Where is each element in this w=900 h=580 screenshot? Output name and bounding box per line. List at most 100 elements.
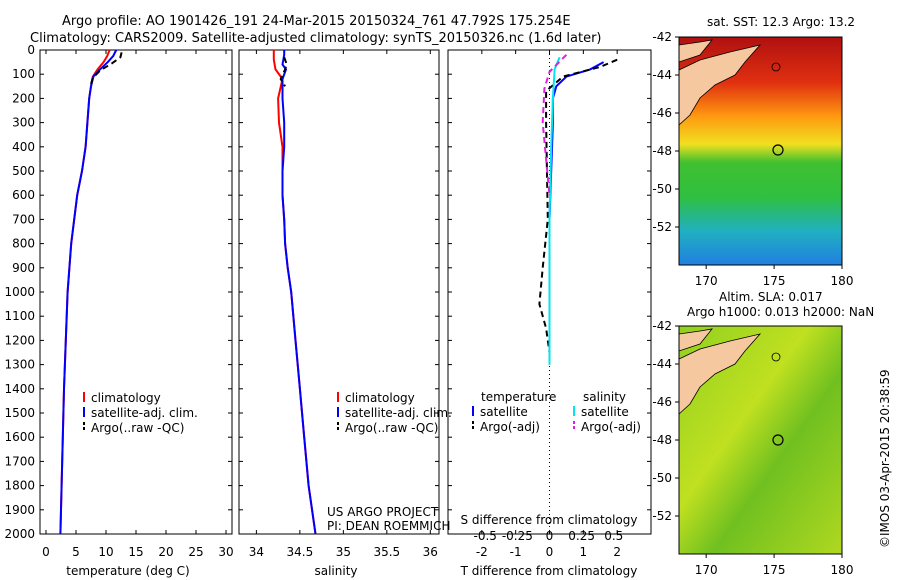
argo-position-marker — [772, 144, 784, 156]
x-tick-label: 35 — [336, 545, 351, 559]
y-tick-label: 800 — [12, 237, 35, 251]
x-tick-label: 34.5 — [287, 545, 314, 559]
map-y-tick-label: -46 — [652, 395, 672, 409]
s-tick-label: -0.5 — [474, 529, 497, 543]
series-argo-adj-line — [538, 58, 618, 353]
temperature-panel: 0100200300400500600700800900100011001200… — [4, 43, 233, 578]
map-x-tick-label: 170 — [695, 274, 718, 288]
series-satelliteline — [548, 56, 561, 365]
y-tick-label: 1700 — [4, 454, 35, 468]
y-tick-label: 1400 — [4, 382, 35, 396]
sst-map: sat. SST: 12.3 Argo: 13.2 170 175 180 -42 -4… — [652, 15, 855, 288]
legend-s-satellite: satellite — [581, 405, 629, 419]
s-tick-label: 0.5 — [604, 529, 623, 543]
y-tick-label: 700 — [12, 212, 35, 226]
sla-subtitle: Argo h1000: 0.013 h2000: NaN — [687, 305, 874, 319]
s-tick-label: 0.25 — [568, 529, 595, 543]
nz-landmass — [678, 44, 762, 126]
map-x-tick-label: 175 — [763, 274, 786, 288]
series-satellite-adj-clim-line — [281, 50, 317, 534]
map-x-tick-label: 175 — [763, 563, 786, 577]
nz-landmass — [678, 333, 762, 415]
legend-salinity-title: salinity — [583, 390, 626, 404]
map-y-tick-label: -52 — [652, 509, 672, 523]
map-y-tick-label: -48 — [652, 433, 672, 447]
legend-climatology: climatology — [345, 391, 415, 405]
temperature-legend: climatology satellite-adj. clim. Argo(..… — [83, 391, 198, 435]
y-tick-label: 1100 — [4, 309, 35, 323]
legend-argo: Argo(..raw -QC) — [91, 421, 184, 435]
y-tick-label: 1200 — [4, 333, 35, 347]
legend-t-argo: Argo(-adj) — [480, 420, 540, 434]
sla-title: Altim. SLA: 0.017 — [719, 290, 823, 304]
map-y-tick-label: -50 — [652, 182, 672, 196]
legend-satellite: satellite-adj. clim. — [345, 406, 452, 420]
y-tick-label: 400 — [12, 140, 35, 154]
map-y-tick-label: -44 — [652, 357, 672, 371]
sst-title: sat. SST: 12.3 Argo: 13.2 — [707, 15, 855, 29]
island-marker — [771, 62, 781, 72]
map-y-tick-label: -46 — [652, 106, 672, 120]
y-tick-label: 500 — [12, 164, 35, 178]
map-y-tick-label: -50 — [652, 471, 672, 485]
header-line1: Argo profile: AO 1901426_191 24-Mar-2015… — [62, 14, 571, 29]
legend-t-satellite: satellite — [480, 405, 528, 419]
series-satelliteline — [548, 61, 605, 365]
x-tick-label: 20 — [158, 545, 173, 559]
x-tick-label: 2 — [613, 545, 621, 559]
y-tick-label: 1800 — [4, 479, 35, 493]
y-tick-label: 300 — [12, 116, 35, 130]
difference-legend: temperature salinity satellite Argo(-adj… — [472, 390, 641, 434]
salinity-xlabel: salinity — [314, 564, 357, 578]
x-tick-label: 5 — [72, 545, 80, 559]
x-tick-label: 36 — [423, 545, 438, 559]
y-tick-label: 900 — [12, 261, 35, 275]
x-tick-label: 1 — [580, 545, 588, 559]
x-tick-label: -1 — [510, 545, 522, 559]
legend-s-argo: Argo(-adj) — [581, 420, 641, 434]
temperature-xlabel: temperature (deg C) — [66, 564, 189, 578]
s-difference-label: S difference from climatology — [461, 513, 638, 527]
imos-stamp: ©IMOS 03-Apr-2015 20:38:59 — [878, 369, 892, 548]
legend-climatology: climatology — [91, 391, 161, 405]
x-tick-label: 35.5 — [373, 545, 400, 559]
argo-position-marker — [772, 434, 784, 446]
y-tick-label: 1000 — [4, 285, 35, 299]
y-tick-label: 1500 — [4, 406, 35, 420]
y-tick-label: 100 — [12, 67, 35, 81]
y-tick-label: 1900 — [4, 503, 35, 517]
map-y-tick-label: -42 — [652, 319, 672, 333]
series-argo-raw-qc-line — [279, 56, 288, 87]
pi-credit: PI: DEAN ROEMMICH — [327, 519, 450, 533]
x-tick-label: 34 — [249, 545, 264, 559]
x-tick-label: 25 — [188, 545, 203, 559]
x-tick-label: 0 — [42, 545, 50, 559]
y-tick-label: 600 — [12, 188, 35, 202]
y-tick-label: 0 — [27, 43, 35, 57]
salinity-panel: 34 34.5 35 35.5 36 salinity climatology sate… — [238, 49, 452, 578]
x-tick-label: 30 — [218, 545, 233, 559]
series-argo-raw-qc-line — [89, 52, 123, 87]
salinity-legend: climatology satellite-adj. clim. Argo(..… — [337, 391, 452, 435]
x-tick-label: 0 — [546, 545, 554, 559]
legend-temperature-title: temperature — [481, 390, 556, 404]
s-tick-label: -0.25 — [502, 529, 533, 543]
map-x-tick-label: 180 — [831, 563, 854, 577]
island-marker — [771, 352, 781, 362]
x-tick-label: 15 — [128, 545, 143, 559]
sla-map: Altim. SLA: 0.017 Argo h1000: 0.013 h200… — [652, 290, 874, 577]
legend-argo: Argo(..raw -QC) — [345, 421, 438, 435]
map-x-tick-label: 180 — [831, 274, 854, 288]
difference-xlabel: T difference from climatology — [460, 564, 638, 578]
project-credit: US ARGO PROJECT — [327, 505, 439, 519]
map-x-tick-label: 170 — [695, 563, 718, 577]
y-tick-label: 200 — [12, 91, 35, 105]
series-climatologyline — [272, 50, 317, 534]
s-tick-label: 0 — [546, 529, 554, 543]
series-satellite-adj-clim-line — [59, 50, 118, 534]
map-y-tick-label: -48 — [652, 144, 672, 158]
x-tick-label: -2 — [476, 545, 488, 559]
legend-satellite: satellite-adj. clim. — [91, 406, 198, 420]
y-tick-label: 1600 — [4, 430, 35, 444]
